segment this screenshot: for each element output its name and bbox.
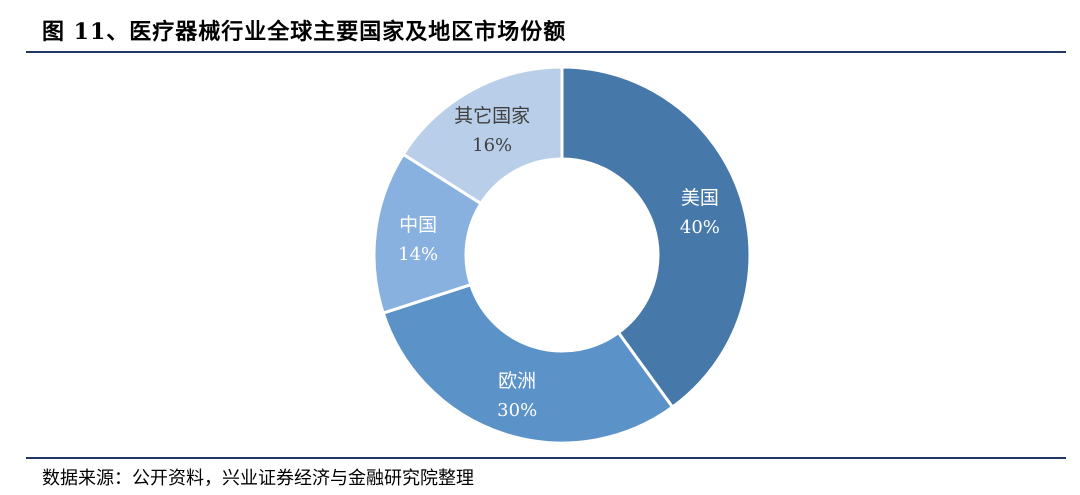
slice-label-0: 美国	[681, 187, 719, 209]
title-rule	[26, 51, 1066, 53]
slice-value-1: 30%	[497, 400, 537, 421]
slice-3	[401, 65, 564, 206]
slice-label-3: 其它国家	[454, 105, 530, 127]
slice-0	[560, 65, 752, 410]
source-rule	[26, 457, 1066, 459]
source-note: 数据来源：公开资料，兴业证券经济与金融研究院整理	[42, 468, 474, 489]
slice-value-3: 16%	[472, 135, 512, 156]
slice-value-0: 40%	[680, 217, 720, 238]
slice-value-2: 14%	[398, 244, 438, 265]
slice-1	[381, 282, 675, 445]
slice-label-2: 中国	[399, 214, 437, 236]
figure-title: 图 11、医疗器械行业全球主要国家及地区市场份额	[42, 19, 567, 45]
slice-label-1: 欧洲	[498, 370, 536, 392]
